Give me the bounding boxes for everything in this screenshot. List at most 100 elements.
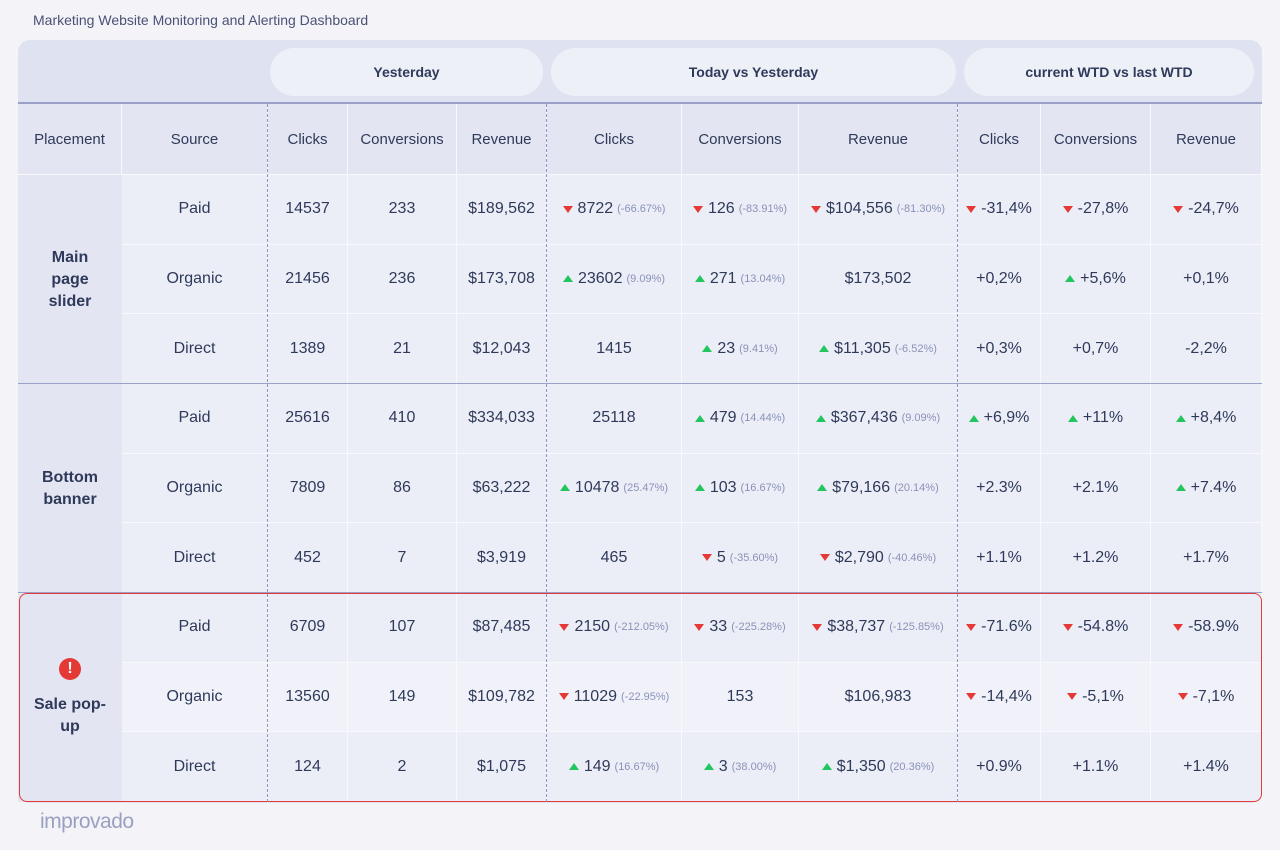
trend-arrow xyxy=(815,414,826,422)
trend-arrow xyxy=(1175,484,1186,492)
cell-value: 11029 xyxy=(573,687,617,705)
logo: improvado xyxy=(40,810,134,833)
data-cell: -58.9% xyxy=(1151,593,1262,663)
trend-arrow xyxy=(1065,275,1076,283)
cell-value: +0,3% xyxy=(976,339,1022,357)
data-cell: 107 xyxy=(348,593,457,663)
data-cell: 11029 (-22.95%) xyxy=(547,662,682,733)
cell-value: +2.1% xyxy=(1072,478,1119,496)
trend-arrow xyxy=(558,693,569,701)
data-cell: $63,222 xyxy=(457,453,547,524)
data-cell: +7.4% xyxy=(1151,453,1262,524)
cell-change: (20.14%) xyxy=(894,481,939,494)
cell-change: (-6.52%) xyxy=(894,342,937,355)
data-cell: 6709 xyxy=(268,593,348,663)
column-header: Revenue xyxy=(799,104,958,175)
group-header: Today vs Yesterday xyxy=(551,48,956,96)
data-cell: 233 xyxy=(348,175,457,245)
placement-cell: ! Sale pop-up xyxy=(18,593,122,802)
column-header: Source xyxy=(122,104,268,175)
data-cell: +0,7% xyxy=(1041,314,1151,384)
cell-value: $367,436 xyxy=(830,409,898,427)
data-cell: 86 xyxy=(348,453,457,524)
data-cell: $38,737 (-125.85%) xyxy=(799,593,958,663)
data-cell: $2,790 (-40.46%) xyxy=(799,523,958,593)
trend-arrow xyxy=(1067,693,1078,701)
trend-arrow xyxy=(694,623,705,631)
cell-change: (16.67%) xyxy=(614,760,660,773)
data-cell: $173,708 xyxy=(457,244,547,315)
cell-value: 465 xyxy=(600,548,628,566)
cell-value: 149 xyxy=(583,757,611,775)
data-cell: +1.1% xyxy=(1041,732,1151,802)
trend-arrow xyxy=(968,414,979,422)
cell-value: $1,350 xyxy=(836,757,886,775)
trend-arrow xyxy=(966,693,977,701)
cell-value: +7.4% xyxy=(1190,478,1237,496)
data-cell: +2.3% xyxy=(958,453,1041,524)
data-cell: 149 xyxy=(348,662,457,733)
cell-value: 10478 xyxy=(574,478,620,496)
column-header: Conversions xyxy=(682,104,799,175)
trend-arrow xyxy=(1175,414,1186,422)
column-header: Placement xyxy=(18,104,122,175)
data-cell: +2.1% xyxy=(1041,453,1151,524)
data-cell: 2 xyxy=(348,732,457,802)
cell-change: (-83.91%) xyxy=(738,203,787,216)
data-cell: +0,3% xyxy=(958,314,1041,384)
data-cell: -71.6% xyxy=(958,593,1041,663)
data-cell: $11,305 (-6.52%) xyxy=(799,314,958,384)
cell-value: $38,737 xyxy=(827,618,886,636)
cell-value: +6,9% xyxy=(983,409,1030,427)
trend-arrow xyxy=(966,623,977,631)
data-cell: 3 (38.00%) xyxy=(682,732,799,802)
cell-value: +1.1% xyxy=(1072,757,1119,775)
cell-value: $106,983 xyxy=(844,687,912,705)
cell-value: +0,2% xyxy=(976,269,1022,287)
cell-value: 23 xyxy=(717,339,736,357)
cell-change: (-212.05%) xyxy=(614,621,669,634)
cell-change: (9.09%) xyxy=(626,272,666,285)
source-cell: Organic xyxy=(122,244,268,315)
cell-value: 33 xyxy=(709,618,728,636)
data-cell: +1.7% xyxy=(1151,523,1262,593)
data-cell: 479 (14.44%) xyxy=(682,384,799,454)
data-cell: $189,562 xyxy=(457,175,547,245)
column-header: Revenue xyxy=(457,104,547,175)
trend-arrow xyxy=(1173,205,1184,213)
cell-change: (14.44%) xyxy=(740,412,786,425)
column-header: Conversions xyxy=(1041,104,1151,175)
data-cell: $12,043 xyxy=(457,314,547,384)
data-cell: 7809 xyxy=(268,453,348,524)
placement-label: Bottom banner xyxy=(42,468,98,508)
data-cell: $106,983 xyxy=(799,662,958,733)
data-cell: 236 xyxy=(348,244,457,315)
data-cell: -5,1% xyxy=(1041,662,1151,733)
cell-value: 126 xyxy=(708,200,735,218)
cell-change: (-225.28%) xyxy=(731,621,786,634)
data-cell: +0,1% xyxy=(1151,244,1262,315)
trend-arrow xyxy=(966,205,977,213)
data-cell: 33 (-225.28%) xyxy=(682,593,799,663)
data-cell: $79,166 (20.14%) xyxy=(799,453,958,524)
cell-value: 103 xyxy=(709,478,737,496)
data-cell: 23602 (9.09%) xyxy=(547,244,682,315)
trend-arrow xyxy=(701,554,712,562)
data-cell: 465 xyxy=(547,523,682,593)
cell-value: $11,305 xyxy=(834,339,891,357)
source-cell: Organic xyxy=(122,453,268,524)
cell-value: 1415 xyxy=(596,339,632,357)
data-cell: 2150 (-212.05%) xyxy=(547,593,682,663)
data-cell: 25118 xyxy=(547,384,682,454)
trend-arrow xyxy=(562,205,573,213)
data-cell: +6,9% xyxy=(958,384,1041,454)
data-cell: -14,4% xyxy=(958,662,1041,733)
page-title: Marketing Website Monitoring and Alertin… xyxy=(33,12,369,28)
cell-value: +8,4% xyxy=(1190,409,1237,427)
cell-value: +11% xyxy=(1082,409,1124,427)
data-cell: 5 (-35.60%) xyxy=(682,523,799,593)
cell-change: (16.67%) xyxy=(740,481,786,494)
column-header: Clicks xyxy=(268,104,348,175)
trend-arrow xyxy=(702,345,713,353)
data-cell: 14537 xyxy=(268,175,348,245)
